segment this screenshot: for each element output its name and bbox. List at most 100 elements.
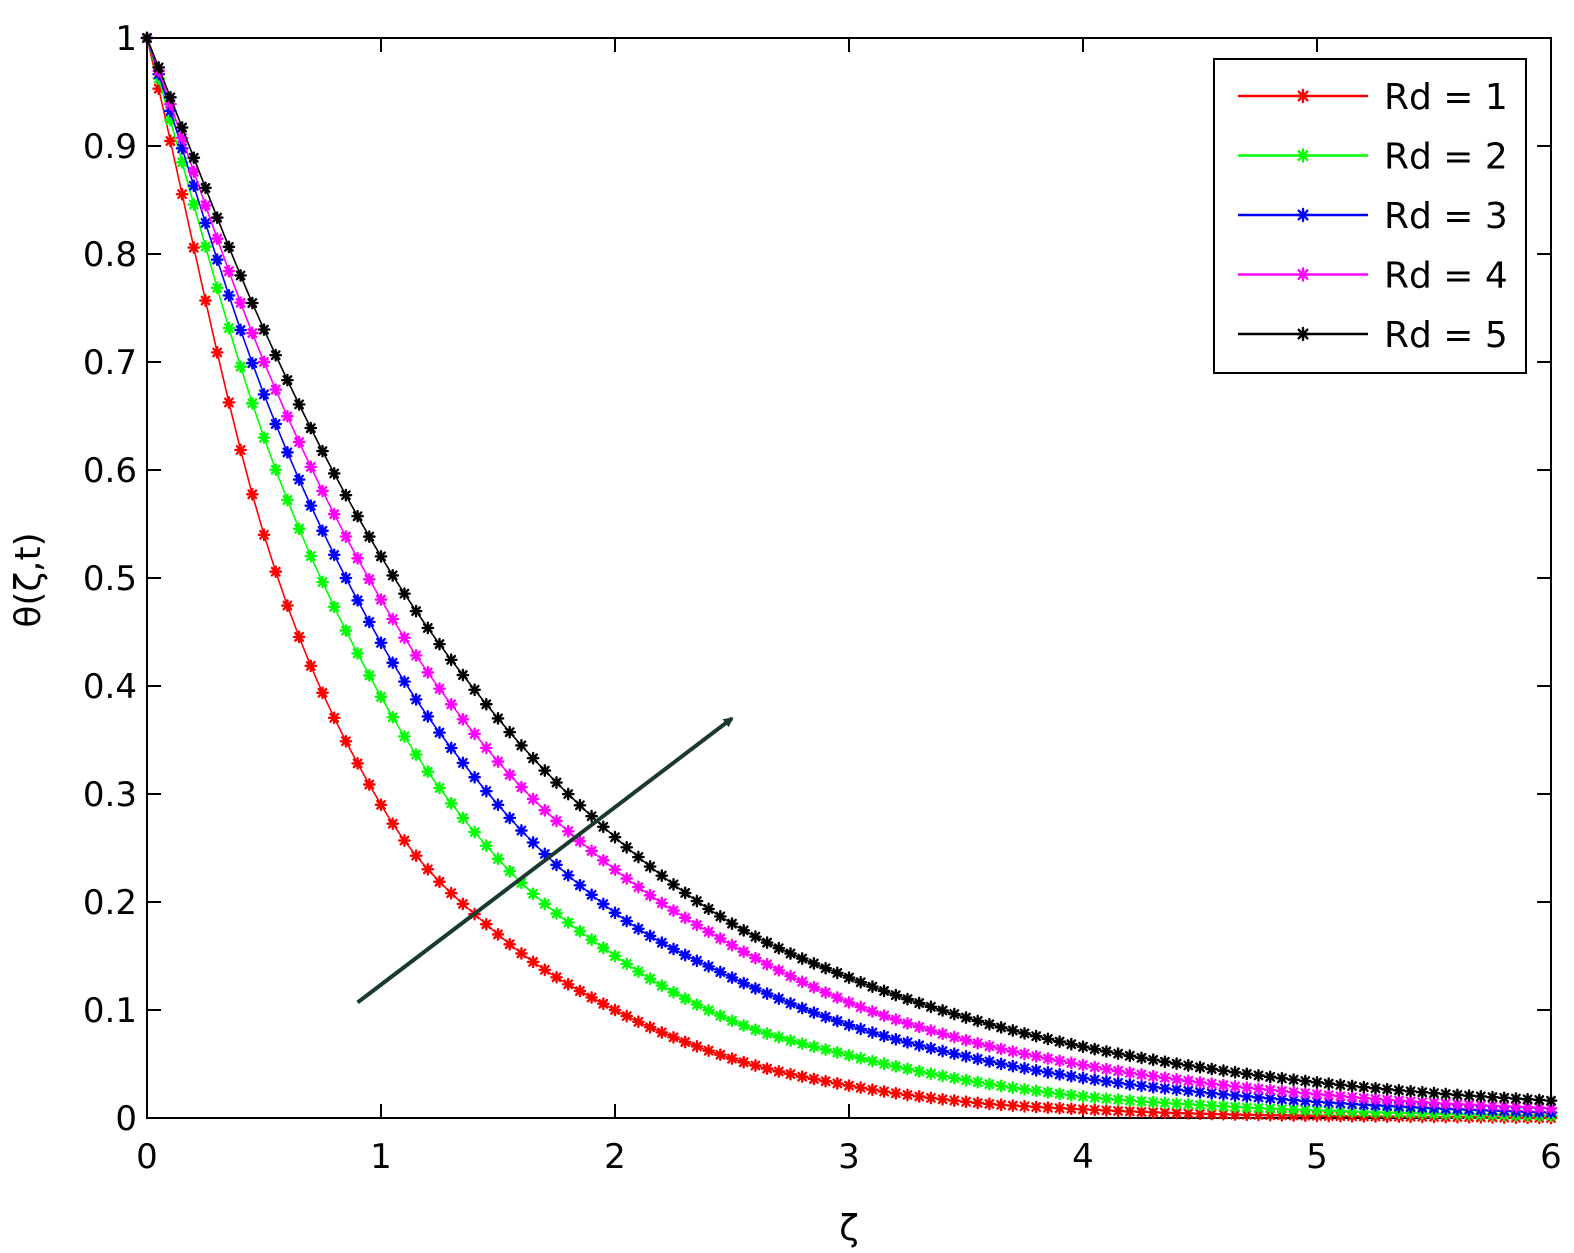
data-marker bbox=[1170, 1072, 1184, 1086]
data-marker bbox=[245, 487, 259, 501]
data-marker bbox=[1029, 1100, 1043, 1114]
data-marker bbox=[1322, 1077, 1336, 1091]
data-marker bbox=[1018, 1099, 1031, 1113]
data-marker bbox=[526, 955, 540, 969]
data-marker bbox=[1099, 1092, 1113, 1106]
data-marker bbox=[737, 1055, 751, 1069]
data-marker bbox=[1205, 1077, 1219, 1091]
data-marker bbox=[772, 1065, 786, 1078]
data-marker bbox=[550, 907, 563, 920]
data-marker bbox=[959, 1011, 973, 1024]
data-marker bbox=[1322, 1088, 1336, 1102]
data-marker bbox=[409, 693, 423, 706]
data-marker bbox=[468, 825, 481, 839]
y-axis-title: θ(ζ,t) bbox=[8, 532, 49, 627]
data-marker bbox=[1018, 1082, 1031, 1096]
data-marker bbox=[1205, 1099, 1219, 1113]
data-marker bbox=[234, 443, 248, 457]
data-marker bbox=[503, 725, 517, 739]
data-marker bbox=[678, 948, 692, 962]
data-marker bbox=[924, 1091, 938, 1105]
data-marker bbox=[1380, 1082, 1394, 1096]
data-marker bbox=[608, 863, 622, 876]
data-marker bbox=[444, 886, 458, 900]
data-marker bbox=[257, 528, 271, 542]
data-marker bbox=[1252, 1082, 1265, 1096]
data-marker bbox=[491, 712, 505, 725]
data-marker bbox=[327, 507, 341, 521]
data-marker bbox=[351, 593, 364, 607]
data-marker bbox=[1275, 1071, 1289, 1085]
series-4 bbox=[140, 31, 1558, 1115]
data-marker bbox=[468, 770, 481, 784]
data-marker bbox=[1497, 1091, 1511, 1105]
data-marker bbox=[1099, 1075, 1113, 1088]
data-marker bbox=[1193, 1060, 1207, 1074]
data-marker bbox=[292, 435, 306, 449]
data-marker bbox=[936, 1004, 949, 1017]
data-marker bbox=[596, 820, 610, 834]
data-marker bbox=[959, 1073, 973, 1087]
data-marker bbox=[515, 947, 528, 960]
data-marker bbox=[749, 1059, 762, 1072]
data-marker bbox=[491, 798, 505, 812]
data-marker bbox=[292, 473, 306, 486]
data-marker bbox=[983, 1097, 996, 1111]
data-marker bbox=[257, 355, 271, 369]
data-marker bbox=[1275, 1092, 1289, 1106]
data-marker bbox=[339, 624, 353, 638]
data-marker bbox=[585, 809, 598, 823]
data-marker bbox=[760, 987, 774, 1001]
data-marker bbox=[245, 356, 259, 370]
data-marker bbox=[690, 954, 704, 968]
data-marker bbox=[1041, 1032, 1055, 1046]
data-marker bbox=[702, 925, 715, 939]
data-marker bbox=[561, 916, 575, 929]
data-marker bbox=[526, 836, 540, 849]
data-marker bbox=[830, 1077, 844, 1090]
data-marker bbox=[1263, 1102, 1277, 1115]
data-marker bbox=[1029, 1049, 1043, 1063]
data-marker bbox=[187, 165, 201, 179]
data-marker bbox=[234, 323, 248, 337]
y-tick-label: 0.4 bbox=[83, 667, 137, 707]
data-marker bbox=[433, 637, 446, 651]
data-marker bbox=[398, 675, 411, 688]
data-marker bbox=[983, 1077, 996, 1091]
data-marker bbox=[632, 1015, 645, 1029]
data-marker bbox=[702, 1044, 715, 1058]
data-marker bbox=[1415, 1095, 1429, 1109]
data-marker bbox=[456, 668, 470, 682]
data-marker bbox=[187, 241, 201, 255]
data-marker bbox=[632, 850, 645, 864]
data-marker bbox=[1099, 1045, 1113, 1058]
data-marker bbox=[1006, 1024, 1020, 1037]
data-marker bbox=[842, 1079, 856, 1093]
data-marker bbox=[152, 61, 166, 74]
data-marker bbox=[678, 886, 692, 900]
data-marker bbox=[1170, 1083, 1184, 1097]
data-marker bbox=[374, 550, 388, 563]
data-marker bbox=[245, 296, 259, 310]
data-marker bbox=[362, 669, 376, 682]
data-marker bbox=[713, 1009, 727, 1023]
y-tick-label: 0.2 bbox=[83, 883, 137, 923]
data-marker bbox=[175, 187, 189, 201]
data-marker bbox=[374, 690, 388, 704]
data-marker bbox=[304, 460, 318, 474]
data-marker bbox=[1076, 1102, 1090, 1116]
y-tick-label: 0.5 bbox=[83, 559, 137, 599]
data-marker bbox=[573, 984, 587, 998]
data-marker bbox=[983, 1017, 996, 1031]
data-marker bbox=[351, 551, 364, 565]
data-marker bbox=[1088, 1091, 1102, 1104]
data-marker bbox=[947, 1047, 961, 1061]
data-marker bbox=[1111, 1064, 1125, 1078]
data-marker bbox=[1146, 1105, 1160, 1119]
data-marker bbox=[1252, 1101, 1265, 1115]
data-marker bbox=[784, 1034, 797, 1047]
data-marker bbox=[210, 346, 224, 359]
data-marker bbox=[866, 1083, 879, 1097]
data-marker bbox=[959, 1033, 973, 1047]
data-marker bbox=[503, 937, 517, 951]
